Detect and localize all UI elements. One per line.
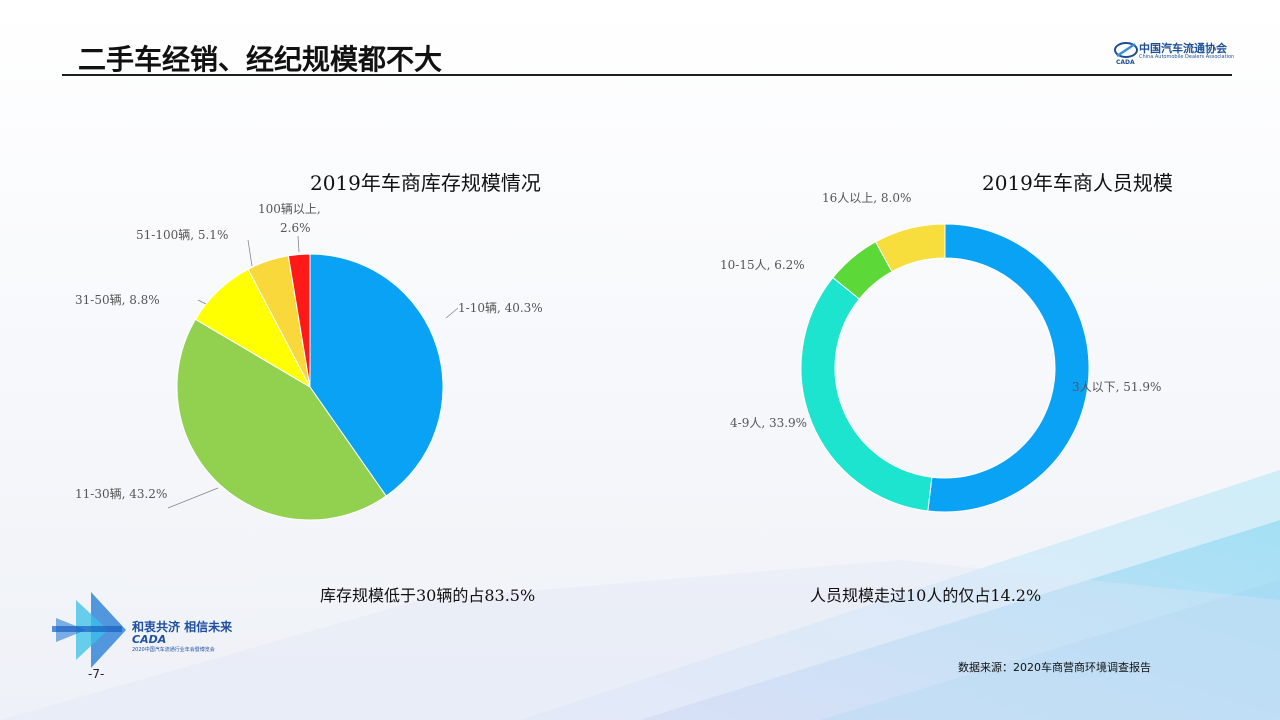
event-slogan: 和衷共济 相信未来 [132,620,233,634]
data-label: 16人以上, 8.0% [822,191,911,205]
data-label: 11-30辆, 43.2% [75,487,167,501]
data-label: 4-9人, 33.9% [730,416,807,430]
data-label: 1-10辆, 40.3% [458,301,543,315]
donut-chart-title: 2019年车商人员规模 [982,171,1173,195]
page-title: 二手车经销、经纪规模都不大 [78,43,443,76]
title-divider [62,74,1232,76]
leader-line [197,299,207,305]
data-label: 100辆以上, 2.6% [258,202,321,235]
data-source-note: 数据来源：2020车商营商环境调查报告 [958,661,1151,674]
svg-text:CADA: CADA [1116,59,1135,66]
event-brand: CADA [132,633,167,646]
slice-1 [927,223,1090,513]
slice-5 [287,253,311,388]
pie-chart-title: 2019年车商库存规模情况 [310,171,541,195]
slice-4 [874,223,946,273]
data-label: 51-100辆, 5.1% [136,228,228,242]
leader-line [167,487,219,509]
leader-line [247,239,253,267]
event-name: 2020中国汽车流通行业年会暨博览会 [132,647,215,653]
cada-logo-icon: CADA [1114,42,1138,66]
leader-line [297,235,300,253]
logo-subtitle: China Automobile Dealers Association [1139,54,1235,60]
event-logo-icon [52,592,126,668]
slice-2 [800,276,933,512]
pie-caption: 库存规模低于30辆的占83.5% [320,586,536,605]
slice-1 [309,253,444,497]
page-number: -7- [88,667,105,681]
data-label: 10-15人, 6.2% [720,258,805,272]
data-label: 3人以下, 51.9% [1072,380,1161,394]
leader-line [445,307,459,319]
donut-caption: 人员规模走过10人的仅占14.2% [810,586,1042,605]
slice-2 [176,318,387,521]
data-label: 31-50辆, 8.8% [75,293,160,307]
logo-name: 中国汽车流通协会 [1139,42,1227,55]
